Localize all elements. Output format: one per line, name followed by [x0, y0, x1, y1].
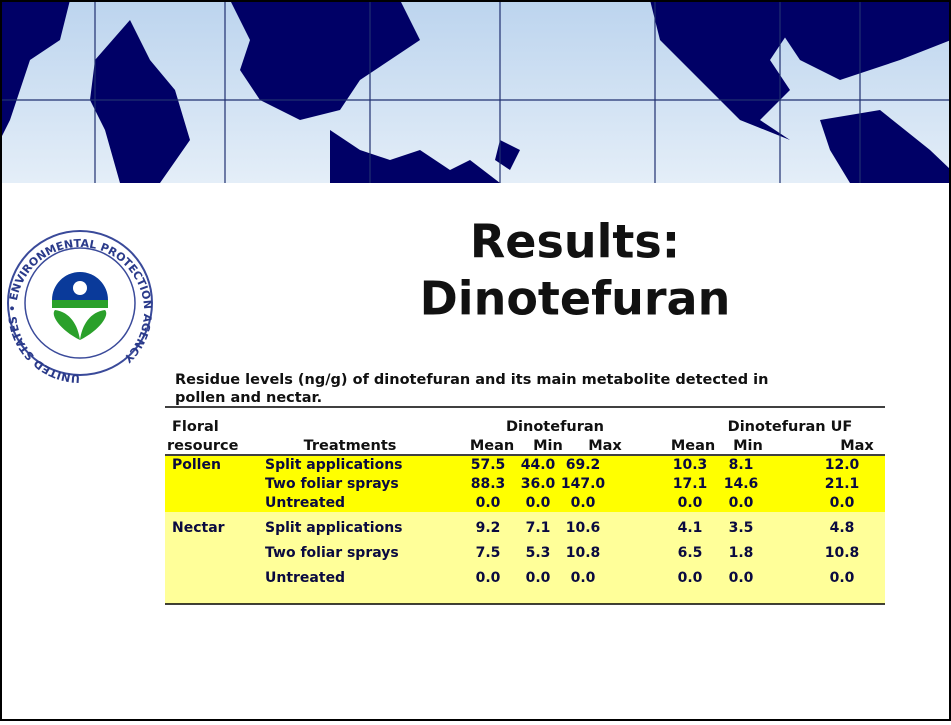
cell: 4.8 [830, 520, 855, 536]
cell: 44.0 [521, 457, 556, 473]
epa-seal: UNITED STATES • ENVIRONMENTAL PROTECTION… [6, 230, 154, 385]
cell: 0.0 [526, 495, 551, 511]
cell: 69.2 [566, 457, 601, 473]
title-line: Dinotefuran [420, 272, 731, 326]
resource: Nectar [172, 520, 225, 536]
cell: 88.3 [471, 476, 506, 492]
cell: 9.2 [476, 520, 501, 536]
caption-line: pollen and nectar. [175, 390, 322, 406]
treatment: Two foliar sprays [265, 545, 399, 561]
cell: 4.1 [678, 520, 703, 536]
treatment: Split applications [265, 457, 403, 473]
cell: 36.0 [521, 476, 556, 492]
caption-line: Residue levels (ng/g) of dinotefuran and… [175, 372, 768, 388]
cell: 6.5 [678, 545, 703, 561]
resource: Pollen [172, 457, 221, 473]
stat-header: Min [733, 438, 763, 454]
header: Treatments [304, 438, 397, 454]
cell: 0.0 [678, 495, 703, 511]
cell: 0.0 [830, 495, 855, 511]
map-banner [0, 0, 951, 183]
cell: 0.0 [678, 570, 703, 586]
cell: 0.0 [729, 495, 754, 511]
cell: 0.0 [526, 570, 551, 586]
cell: 0.0 [476, 495, 501, 511]
cell: 0.0 [571, 570, 596, 586]
header: resource [167, 438, 239, 454]
stat-header: Mean [470, 438, 514, 454]
cell: 1.8 [729, 545, 754, 561]
title-line: Results: [470, 215, 680, 269]
cell: 3.5 [729, 520, 754, 536]
stat-header: Mean [671, 438, 715, 454]
cell: 5.3 [526, 545, 551, 561]
stat-header: Max [588, 438, 622, 454]
cell: 8.1 [729, 457, 754, 473]
cell: 147.0 [561, 476, 606, 492]
treatment: Untreated [265, 495, 345, 511]
cell: 0.0 [571, 495, 596, 511]
cell: 10.8 [566, 545, 601, 561]
cell: 14.6 [724, 476, 759, 492]
stat-header: Min [533, 438, 563, 454]
cell: 0.0 [830, 570, 855, 586]
table: Floral resource Treatments Dinotefuran Dinot… [165, 406, 885, 605]
pollen-band [165, 456, 885, 512]
cell: 0.0 [729, 570, 754, 586]
cell: 12.0 [825, 457, 860, 473]
cell: 10.6 [566, 520, 601, 536]
cell: 17.1 [673, 476, 708, 492]
cell: 7.1 [526, 520, 551, 536]
group-header: Dinotefuran UF [728, 419, 853, 435]
header: Floral [172, 419, 219, 435]
treatment: Untreated [265, 570, 345, 586]
treatment: Split applications [265, 520, 403, 536]
treatment: Two foliar sprays [265, 476, 399, 492]
cell: 57.5 [471, 457, 506, 473]
cell: 0.0 [476, 570, 501, 586]
stat-header: Max [840, 438, 874, 454]
cell: 10.8 [825, 545, 860, 561]
cell: 10.3 [673, 457, 708, 473]
cell: 7.5 [476, 545, 501, 561]
group-header: Dinotefuran [506, 419, 604, 435]
cell: 21.1 [825, 476, 860, 492]
nectar-band [165, 512, 885, 604]
